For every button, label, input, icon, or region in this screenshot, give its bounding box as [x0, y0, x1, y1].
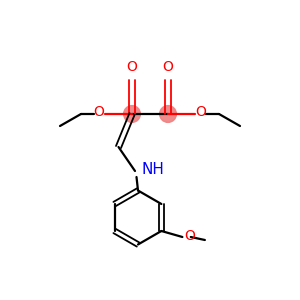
Text: NH: NH [142, 162, 164, 177]
Text: O: O [196, 106, 206, 119]
Circle shape [160, 106, 176, 122]
Circle shape [124, 106, 140, 122]
Text: O: O [94, 106, 104, 119]
Text: O: O [127, 60, 137, 74]
Text: O: O [163, 60, 173, 74]
Text: O: O [184, 229, 195, 242]
